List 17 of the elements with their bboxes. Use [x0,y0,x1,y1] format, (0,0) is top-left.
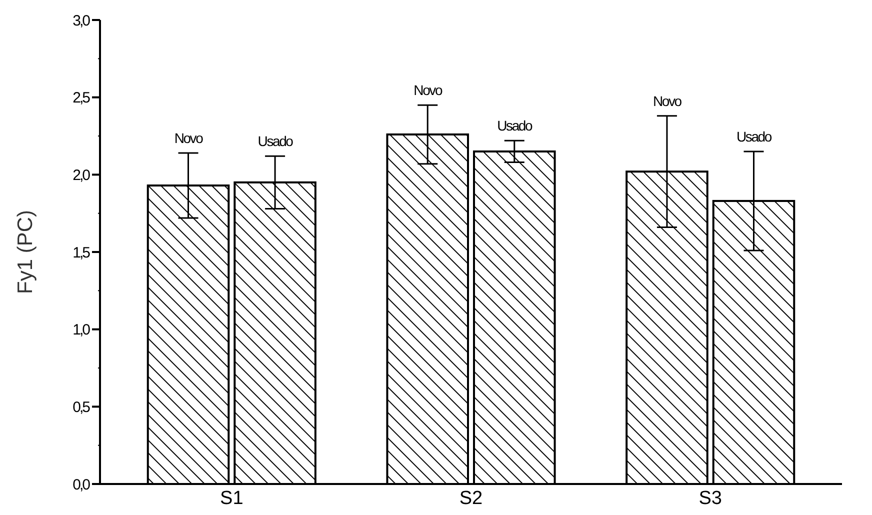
text: Usado [736,128,771,144]
x-tick-label: S2 [459,488,483,509]
series-label: Usado [497,118,534,134]
x-tick-label: S1 [220,488,244,509]
y-tick-label: 1,5 [72,244,90,262]
y-axis-title: Fy1 (PC) [14,210,37,294]
y-tick-label: 2,0 [72,166,90,184]
text: Usado [258,133,292,150]
y-tick-label: 0,5 [72,398,90,416]
y-tick-label: 2,5 [72,90,90,107]
y-tick-label: 3,0 [72,12,90,30]
text: Novo [653,92,681,109]
text: Novo [414,82,443,98]
y-tick-label: 1,0 [72,322,90,339]
y-tick-label: 0,0 [72,476,90,494]
text: Novo [174,130,202,146]
x-tick-label: S3 [698,488,722,509]
